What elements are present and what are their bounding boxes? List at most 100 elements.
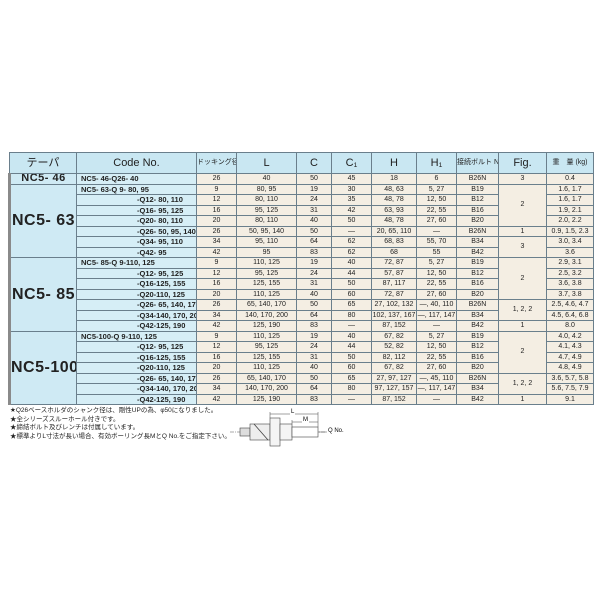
q-cell: 12 xyxy=(196,267,237,279)
c1-cell: — xyxy=(331,225,372,237)
h-cell: 87, 117 xyxy=(371,278,417,290)
code-no-cell: -Q16- 95, 125 xyxy=(76,204,197,216)
c1-cell: 62 xyxy=(331,246,372,258)
c-cell: 31 xyxy=(296,278,332,290)
weight-cell: 4.5, 6.4, 6.8 xyxy=(546,309,594,321)
weight-cell: 0.9, 1.5, 2.3 xyxy=(546,225,594,237)
c-cell: 19 xyxy=(296,257,332,269)
h1-cell: 6 xyxy=(416,173,457,185)
bolt-cell: B26N xyxy=(456,173,499,185)
h1-cell: 27, 60 xyxy=(416,362,457,374)
code-no-cell: NC5- 63-Q 9- 80, 95 xyxy=(76,183,197,195)
q-cell: 9 xyxy=(196,257,237,269)
fig-cell: 3 xyxy=(498,236,547,258)
weight-cell: 3.7, 3.8 xyxy=(546,288,594,300)
code-no-cell: NC5-100-Q 9-110, 125 xyxy=(76,330,197,342)
c1-cell: 60 xyxy=(331,362,372,374)
dim-m-label: M xyxy=(302,417,309,423)
header-code: Code No. xyxy=(76,152,197,174)
c1-cell: 50 xyxy=(331,351,372,363)
c1-cell: 40 xyxy=(331,257,372,269)
bolt-cell: B12 xyxy=(456,341,499,353)
code-no-cell: -Q26- 50, 95, 140 xyxy=(76,225,197,237)
l-cell: 110, 125 xyxy=(236,257,297,269)
c1-cell: 30 xyxy=(331,183,372,195)
table-row: -Q16-125, 155 16 125, 155 31 50 82, 112 22, 55… xyxy=(10,351,594,363)
note: ★Q26ベースホルダのシャンク径は、剛性UPの為、φ50になりました。 xyxy=(10,407,218,414)
c1-cell: 50 xyxy=(331,278,372,290)
code-no-cell: -Q34- 95, 110 xyxy=(76,236,197,248)
code-no-cell: -Q12- 95, 125 xyxy=(76,341,197,353)
l-cell: 65, 140, 170 xyxy=(236,372,297,384)
c-cell: 31 xyxy=(296,204,332,216)
c-cell: 50 xyxy=(296,372,332,384)
c1-cell: 45 xyxy=(331,173,372,185)
table-row: -Q26- 50, 95, 140 26 50, 95, 140 50—20, 65,… xyxy=(10,225,594,237)
q-cell: 12 xyxy=(196,194,237,206)
fig-cell: 1, 2, 2 xyxy=(498,299,547,321)
l-cell: 110, 125 xyxy=(236,362,297,374)
code-no-cell: NC5- 85-Q 9-110, 125 xyxy=(76,257,197,269)
c-cell: 64 xyxy=(296,383,332,395)
bolt-cell: B19 xyxy=(456,257,499,269)
c1-cell: 60 xyxy=(331,288,372,300)
note: ★全シリーズスルーホール付きです。 xyxy=(10,415,120,423)
h1-cell: 5, 27 xyxy=(416,330,457,342)
c1-cell: 42 xyxy=(331,204,372,216)
q-cell: 26 xyxy=(196,173,237,185)
code-no-cell: -Q42-125, 190 xyxy=(76,320,197,332)
bolt-cell: B16 xyxy=(456,204,499,216)
weight-cell: 8.0 xyxy=(546,320,594,332)
h1-cell: 22, 55 xyxy=(416,351,457,363)
l-cell: 95, 125 xyxy=(236,267,297,279)
l-cell: 65, 140, 170 xyxy=(236,299,297,311)
weight-cell: 4.0, 4.2 xyxy=(546,330,594,342)
table-row: -Q20- 80, 110 20 80, 110 40 50 48, 78 27, 60 B2… xyxy=(10,215,594,227)
fig-cell: 1 xyxy=(498,320,547,332)
h-cell: 20, 65, 110 xyxy=(371,225,417,237)
c-cell: 64 xyxy=(296,236,332,248)
c-cell: 24 xyxy=(296,194,332,206)
l-cell: 110, 125 xyxy=(236,288,297,300)
holder-diagram: L M Q No. xyxy=(228,408,348,448)
dim-l-label: L xyxy=(290,409,296,415)
h-cell: 82, 112 xyxy=(371,351,417,363)
c1-cell: 65 xyxy=(331,299,372,311)
h-cell: 18 xyxy=(371,173,417,185)
q-cell: 26 xyxy=(196,225,237,237)
taper-cell: NC5- 85 xyxy=(8,257,77,332)
bolt-cell: B16 xyxy=(456,351,499,363)
q-cell: 12 xyxy=(196,341,237,353)
h1-cell: — xyxy=(416,225,457,237)
c-cell: 24 xyxy=(296,341,332,353)
h-cell: 97, 127, 157 xyxy=(371,383,417,395)
h-cell: 72, 87 xyxy=(371,257,417,269)
q-cell: 42 xyxy=(196,393,237,405)
holder-drawing xyxy=(230,412,328,447)
c-cell: 19 xyxy=(296,330,332,342)
note: ★標準よりL寸法が長い場合、有効ボーリング長MとQ No.をご指定下さい。 xyxy=(10,432,231,440)
code-no-cell: -Q34-140, 170, 200 xyxy=(76,383,197,395)
c-cell: 50 xyxy=(296,225,332,237)
header-weight: 重 量 (kg) xyxy=(546,152,594,174)
h-cell: 48, 78 xyxy=(371,194,417,206)
table-row: -Q42-125, 190 42 125, 190 83—87, 152— B42 1 8.… xyxy=(10,320,594,332)
taper-cell: NC5-100 xyxy=(8,330,77,405)
q-no-label: Q No. xyxy=(328,428,344,434)
table-row: NC5- 46 NC5- 46-Q26- 40 26 40 50 45 18 6 B26N 3 0.… xyxy=(8,173,594,185)
weight-cell: 4.7, 4.9 xyxy=(546,351,594,363)
table-row: NC5- 85 NC5- 85-Q 9-110, 125 9 110, 125 19 40… xyxy=(8,257,594,332)
table-row: NC5-100 NC5-100-Q 9-110, 125 9 110, 125 19 40… xyxy=(8,330,594,405)
h1-cell: — xyxy=(416,320,457,332)
bolt-cell: B19 xyxy=(456,330,499,342)
code-no-cell: -Q42-125, 190 xyxy=(76,393,197,405)
c-cell: 50 xyxy=(296,173,332,185)
weight-cell: 5.6, 7.5, 7.9 xyxy=(546,383,594,395)
q-cell: 16 xyxy=(196,351,237,363)
bolt-cell: B26N xyxy=(456,372,499,384)
h1-cell: —, 117, 147 xyxy=(416,383,457,395)
bolt-cell: B20 xyxy=(456,288,499,300)
table-row: -Q42-125, 190 42 125, 190 83—87, 152— B42 1 9.… xyxy=(10,393,594,405)
h-cell: 68 xyxy=(371,246,417,258)
table-row: -Q12- 80, 110 12 80, 110 24 35 48, 78 12, 50 B1… xyxy=(10,194,594,206)
